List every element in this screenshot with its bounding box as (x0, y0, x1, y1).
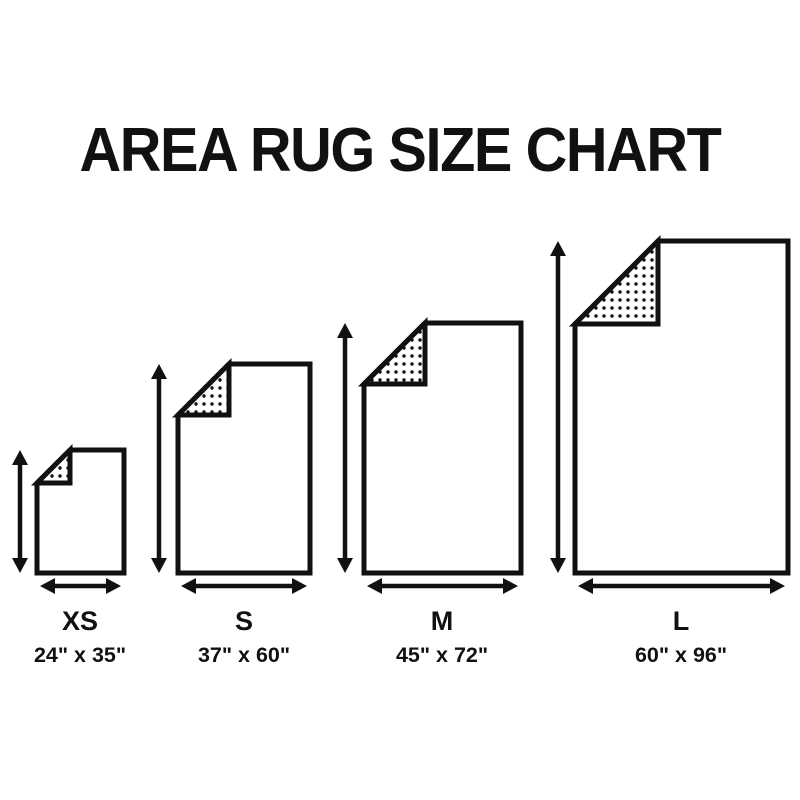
size-dimensions-label: 60" x 96" (635, 643, 727, 667)
arrow-head-right (292, 578, 307, 594)
arrow-head-up (12, 450, 28, 465)
arrow-head-right (106, 578, 121, 594)
rug-item-s[interactable]: S 37" x 60" (151, 357, 313, 667)
width-dimension-arrow (578, 578, 785, 594)
rug-item-xs[interactable]: XS 24" x 35" (12, 443, 127, 667)
arrow-head-down (550, 558, 566, 573)
arrow-head-right (503, 578, 518, 594)
width-dimension-arrow (367, 578, 518, 594)
height-dimension-arrow (550, 241, 566, 573)
size-name-label: L (673, 606, 690, 636)
width-dimension-arrow (181, 578, 307, 594)
arrow-head-left (181, 578, 196, 594)
rug-item-m[interactable]: M 45" x 72" (337, 316, 524, 667)
height-dimension-arrow (337, 323, 353, 573)
height-dimension-arrow (151, 364, 167, 573)
rug-fold-corner (171, 357, 232, 418)
width-dimension-arrow (40, 578, 121, 594)
arrow-head-down (151, 558, 167, 573)
rug-fold-corner (30, 443, 73, 486)
size-name-label: M (431, 606, 454, 636)
arrow-head-down (12, 558, 28, 573)
rug-item-l[interactable]: L 60" x 96" (550, 234, 791, 667)
rug-fold-corner (568, 234, 661, 327)
size-name-label: XS (62, 606, 98, 636)
arrow-head-left (367, 578, 382, 594)
arrow-head-down (337, 558, 353, 573)
arrow-head-right (770, 578, 785, 594)
arrow-head-up (550, 241, 566, 256)
size-dimensions-label: 24" x 35" (34, 643, 126, 667)
size-dimensions-label: 45" x 72" (396, 643, 488, 667)
arrow-head-up (151, 364, 167, 379)
page-title: AREA RUG SIZE CHART (79, 116, 722, 185)
size-dimensions-label: 37" x 60" (198, 643, 290, 667)
arrow-head-up (337, 323, 353, 338)
arrow-head-left (578, 578, 593, 594)
arrow-head-left (40, 578, 55, 594)
size-name-label: S (235, 606, 253, 636)
height-dimension-arrow (12, 450, 28, 573)
rug-fold-corner (357, 316, 428, 387)
